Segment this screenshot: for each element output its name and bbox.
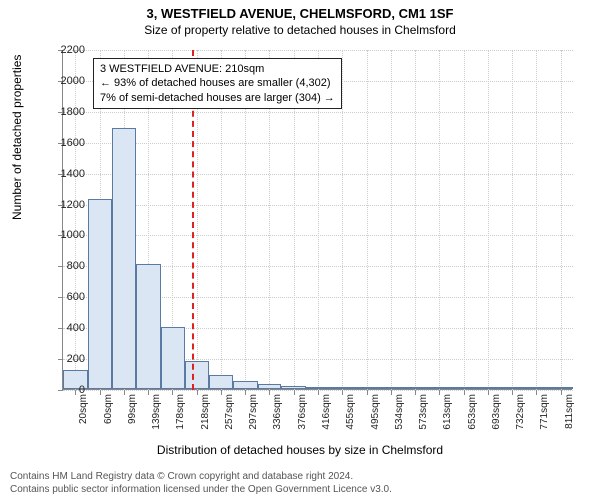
ytick-label: 2200 [45, 44, 85, 56]
histogram-bar [403, 387, 427, 389]
ytick-label: 2000 [45, 75, 85, 87]
chart-container: 3, WESTFIELD AVENUE, CHELMSFORD, CM1 1SF… [0, 0, 600, 500]
histogram-bar [136, 264, 161, 389]
title-main: 3, WESTFIELD AVENUE, CHELMSFORD, CM1 1SF [0, 0, 600, 21]
xtick-mark [245, 390, 246, 395]
ytick-label: 1200 [45, 199, 85, 211]
xtick-mark [367, 390, 368, 395]
y-axis-label: Number of detached properties [10, 55, 24, 220]
histogram-bar [548, 387, 573, 389]
histogram-bar [112, 128, 136, 389]
gridline-v [75, 50, 76, 390]
annotation-line: 7% of semi-detached houses are larger (3… [100, 91, 335, 105]
x-axis-label: Distribution of detached houses by size … [0, 443, 600, 457]
histogram-bar [185, 361, 210, 389]
histogram-bar [500, 387, 525, 389]
ytick-label: 800 [45, 260, 85, 272]
histogram-bar [161, 327, 185, 389]
xtick-mark [439, 390, 440, 395]
histogram-bar [525, 387, 549, 389]
ytick-label: 1800 [45, 106, 85, 118]
histogram-bar [209, 375, 233, 389]
xtick-mark [488, 390, 489, 395]
footer-attribution: Contains HM Land Registry data © Crown c… [10, 471, 392, 496]
gridline-v [342, 50, 343, 390]
annotation-line: 3 WESTFIELD AVENUE: 210sqm [100, 62, 335, 76]
xtick-mark [269, 390, 270, 395]
gridline-v [561, 50, 562, 390]
xtick-mark [391, 390, 392, 395]
annotation-line: ← 93% of detached houses are smaller (4,… [100, 76, 335, 90]
xtick-mark [197, 390, 198, 395]
xtick-mark [172, 390, 173, 395]
gridline-v [391, 50, 392, 390]
title-sub: Size of property relative to detached ho… [0, 21, 600, 37]
xtick-mark [294, 390, 295, 395]
gridline-v [536, 50, 537, 390]
ytick-label: 1400 [45, 168, 85, 180]
histogram-bar [427, 387, 452, 389]
footer-line-2: Contains public sector information licen… [10, 484, 392, 497]
annotation-box: 3 WESTFIELD AVENUE: 210sqm← 93% of detac… [93, 58, 342, 109]
chart-area: 20sqm60sqm99sqm139sqm178sqm218sqm257sqm2… [62, 50, 572, 390]
gridline-v [464, 50, 465, 390]
histogram-bar [451, 387, 476, 389]
ytick-label: 1000 [45, 229, 85, 241]
ytick-label: 1600 [45, 137, 85, 149]
histogram-bar [476, 387, 500, 389]
histogram-bar [306, 387, 331, 389]
xtick-mark [148, 390, 149, 395]
xtick-mark [342, 390, 343, 395]
histogram-bar [233, 381, 258, 389]
histogram-bar [355, 387, 380, 389]
histogram-bar [331, 387, 355, 389]
xtick-mark [100, 390, 101, 395]
gridline-v [439, 50, 440, 390]
plot-region: 20sqm60sqm99sqm139sqm178sqm218sqm257sqm2… [62, 50, 572, 390]
gridline-v [415, 50, 416, 390]
footer-line-1: Contains HM Land Registry data © Crown c… [10, 471, 392, 484]
histogram-bar [379, 387, 403, 389]
xtick-mark [464, 390, 465, 395]
xtick-mark [512, 390, 513, 395]
ytick-label: 0 [45, 384, 85, 396]
xtick-mark [536, 390, 537, 395]
histogram-bar [88, 199, 113, 389]
histogram-bar [281, 386, 306, 389]
xtick-mark [318, 390, 319, 395]
histogram-bar [258, 384, 282, 389]
xtick-mark [561, 390, 562, 395]
gridline-v [488, 50, 489, 390]
gridline-v [512, 50, 513, 390]
ytick-label: 400 [45, 322, 85, 334]
xtick-mark [221, 390, 222, 395]
ytick-label: 600 [45, 291, 85, 303]
xtick-mark [415, 390, 416, 395]
gridline-v [367, 50, 368, 390]
ytick-label: 200 [45, 353, 85, 365]
xtick-mark [124, 390, 125, 395]
